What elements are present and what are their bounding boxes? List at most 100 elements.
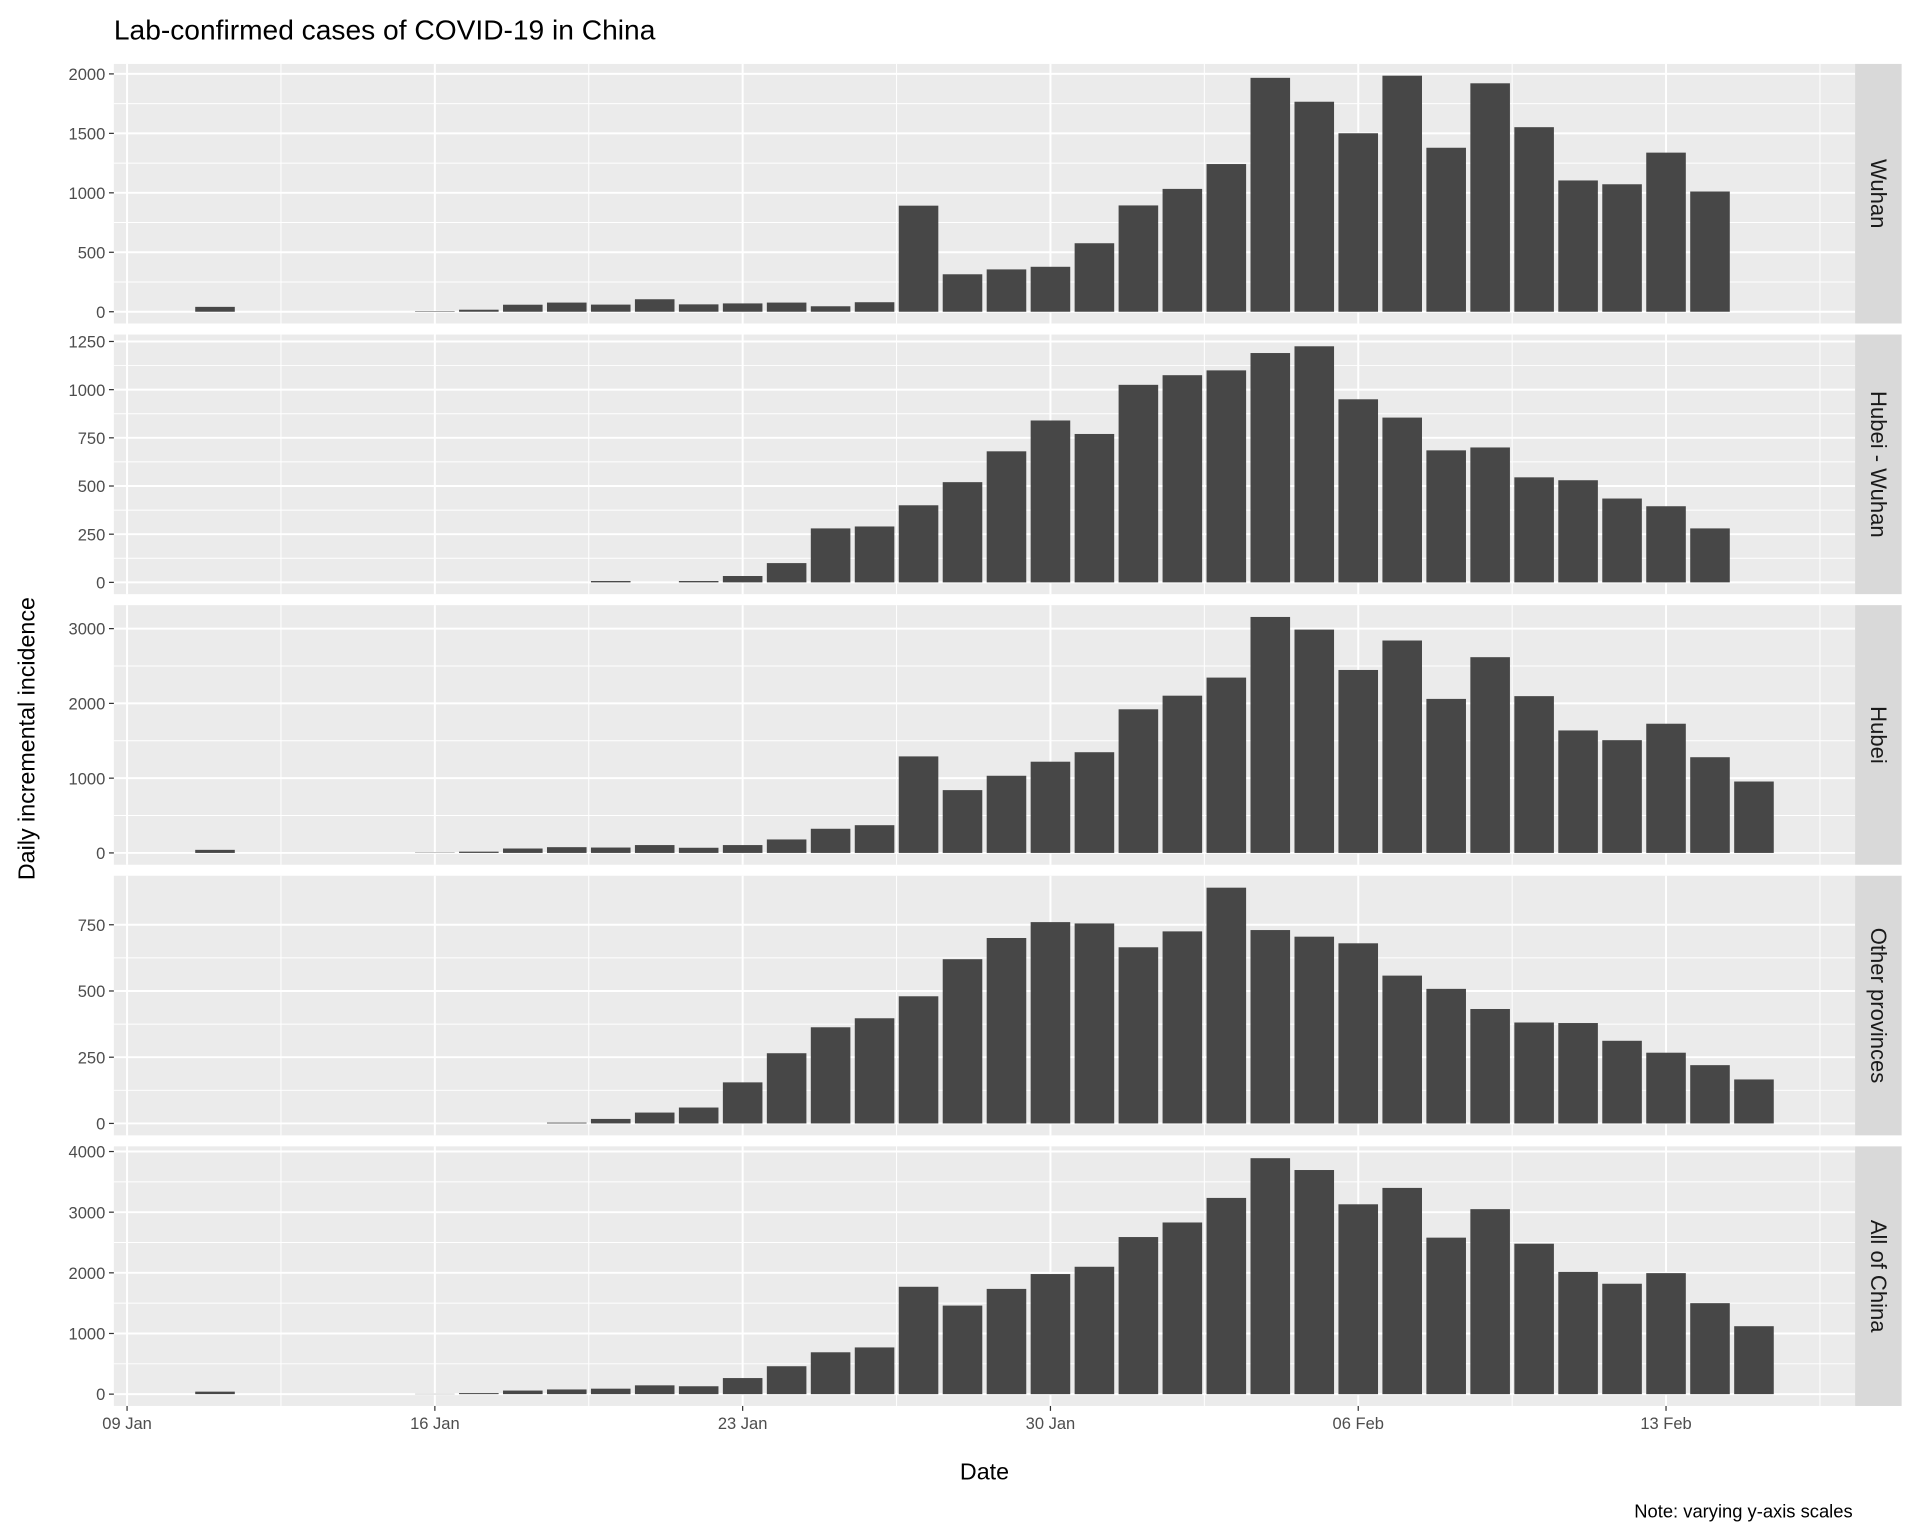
bar (722, 845, 763, 853)
chart-title: Lab-confirmed cases of COVID-19 in China (114, 14, 656, 45)
bar (459, 309, 499, 312)
strip-label: Wuhan (1866, 159, 1891, 228)
bar (722, 1378, 763, 1395)
bar (766, 302, 807, 312)
bar (1646, 1273, 1686, 1395)
bar (1690, 757, 1730, 853)
bar (459, 851, 499, 853)
y-tick-label: 250 (78, 525, 106, 544)
bar (1162, 375, 1203, 583)
bar (942, 959, 983, 1124)
bar (1426, 988, 1466, 1124)
bar (195, 306, 235, 312)
bar (898, 205, 939, 312)
bar (1338, 669, 1379, 853)
x-tick-label: 30 Jan (1026, 1414, 1076, 1433)
bar (810, 828, 851, 853)
bar (1206, 887, 1247, 1124)
bar (678, 1107, 719, 1124)
bar (810, 1352, 851, 1395)
bar (1294, 101, 1335, 312)
bar (1206, 1197, 1247, 1395)
strip-background (1855, 605, 1902, 865)
y-tick-label: 1000 (69, 1325, 106, 1344)
bar (1426, 698, 1466, 853)
bar (1602, 498, 1642, 583)
bar (1030, 266, 1071, 312)
bar (503, 848, 543, 853)
bar (1030, 922, 1071, 1124)
bar (810, 1027, 851, 1124)
bar (1206, 164, 1247, 312)
bar (1734, 1079, 1774, 1124)
y-tick-label: 500 (78, 477, 106, 496)
bar (942, 274, 983, 312)
bar (898, 756, 939, 853)
bar (1118, 384, 1159, 583)
bar (1514, 1022, 1554, 1124)
bar (1690, 191, 1730, 312)
x-tick-label: 23 Jan (718, 1414, 768, 1433)
bar (766, 839, 807, 853)
bar (590, 581, 631, 583)
x-tick-label: 09 Jan (102, 1414, 152, 1433)
bar (1250, 930, 1291, 1124)
bar (1250, 77, 1291, 312)
bar (1074, 433, 1115, 583)
bar (1206, 370, 1247, 583)
y-tick-label: 0 (96, 1115, 105, 1134)
y-tick-label: 1000 (69, 769, 106, 788)
bar (986, 1288, 1027, 1395)
y-tick-label: 2000 (69, 695, 106, 714)
bar (1514, 1243, 1554, 1395)
bar (1602, 740, 1642, 853)
bar (1470, 1008, 1510, 1124)
bar (942, 1305, 983, 1395)
bar (1426, 1237, 1466, 1395)
bar (1118, 205, 1159, 312)
bar (1382, 640, 1422, 853)
x-tick-label: 16 Jan (410, 1414, 460, 1433)
bar (459, 1393, 499, 1395)
bar (1734, 1326, 1774, 1395)
strip-label: Hubei (1866, 706, 1891, 764)
x-tick-label: 13 Feb (1640, 1414, 1691, 1433)
bar (1514, 477, 1554, 583)
bar (1118, 1237, 1159, 1395)
y-tick-label: 2000 (69, 65, 106, 84)
bar (1294, 629, 1335, 853)
y-tick-label: 1000 (69, 184, 106, 203)
x-tick-label: 06 Feb (1333, 1414, 1384, 1433)
y-tick-label: 500 (78, 243, 106, 262)
y-tick-label: 1500 (69, 124, 106, 143)
bar (1162, 695, 1203, 853)
bar (722, 303, 763, 312)
bar (1338, 399, 1379, 583)
strip-background (1855, 875, 1902, 1136)
bar (1426, 147, 1466, 312)
y-tick-label: 3000 (69, 1203, 106, 1222)
bar (1558, 730, 1598, 853)
bar (678, 304, 719, 312)
bar (1118, 709, 1159, 853)
bar (1074, 923, 1115, 1124)
bar (1470, 447, 1510, 583)
bar (1558, 180, 1598, 312)
bar (986, 451, 1027, 583)
y-tick-label: 250 (78, 1048, 106, 1067)
bar (1690, 528, 1730, 583)
bar (766, 563, 807, 583)
strip-background (1855, 334, 1902, 595)
bar (1294, 346, 1335, 583)
bar (590, 1388, 631, 1395)
bar (942, 790, 983, 853)
y-tick-label: 1250 (69, 333, 106, 352)
bar (634, 1112, 675, 1124)
bar (1690, 1303, 1730, 1395)
bar (1074, 243, 1115, 312)
bar (195, 1391, 235, 1395)
bar (590, 847, 631, 853)
bar (1426, 450, 1466, 583)
bar (898, 996, 939, 1124)
